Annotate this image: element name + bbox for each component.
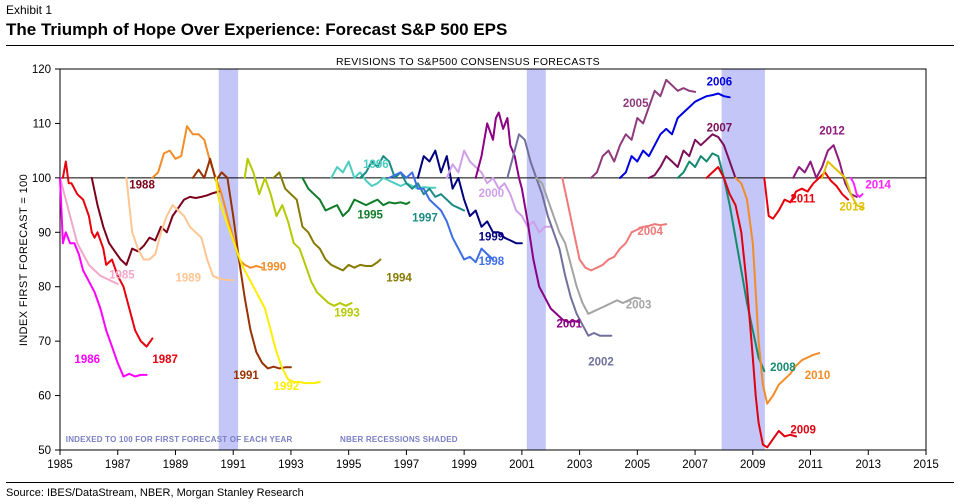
x-tick-label: 2009 [740,459,766,471]
series-label-2011: 2011 [790,193,816,205]
chart-subtitle: REVISIONS TO S&P500 CONSENSUS FORECASTS [336,56,600,68]
series-label-2007: 2007 [707,123,733,135]
series-label-2010: 2010 [805,370,831,382]
series-line-1990 [151,125,264,269]
series-line-2004 [561,176,668,272]
x-tick-label: 2011 [798,459,823,471]
series-label-1988: 1988 [129,180,155,192]
series-label-2003: 2003 [626,299,652,311]
series-line-2011 [763,171,850,220]
series-line-1999 [416,149,523,245]
series-line-1991 [191,157,292,370]
series-line-2012 [792,144,858,198]
x-tick-label: 2015 [913,459,939,471]
series-label-2000: 2000 [479,188,505,200]
x-tick-label: 2013 [855,459,881,471]
recession-band-1 [526,69,546,450]
series-label-2004: 2004 [637,226,663,238]
x-tick-label: 1989 [163,459,189,471]
chart-note-0: INDEXED TO 100 FOR FIRST FORECAST OF EAC… [66,435,293,444]
y-tick-label: 100 [32,173,51,185]
series-label-2005: 2005 [623,98,649,110]
x-tick-label: 1993 [278,459,304,471]
title-divider [6,45,954,46]
x-tick-label: 1987 [105,459,131,471]
y-tick-label: 120 [32,64,51,76]
series-line-2003 [535,176,642,315]
x-tick-label: 2001 [509,459,535,471]
y-tick-label: 110 [33,118,51,130]
series-label-1989: 1989 [175,272,201,284]
series-line-2007 [647,133,737,179]
x-tick-label: 1995 [336,459,362,471]
source-note: Source: IBES/DataStream, NBER, Morgan St… [6,487,304,499]
series-line-1988 [90,176,220,266]
y-tick-label: 70 [38,336,51,348]
series-label-2006: 2006 [707,76,733,88]
series-line-2002 [506,133,613,337]
series-label-2014: 2014 [865,180,891,192]
series-label-2002: 2002 [588,357,614,369]
series-label-1997: 1997 [412,212,438,224]
y-axis-label: INDEX FIRST FORECAST = 100 [18,174,30,346]
series-line-1998 [388,171,494,264]
series-line-2000 [445,149,552,234]
series-line-2010 [734,176,821,405]
series-line-1989 [125,176,235,282]
series-line-1985 [59,176,119,285]
series-line-2014 [849,176,864,198]
series-label-1996: 1996 [363,159,389,171]
series-label-1995: 1995 [357,210,383,222]
series-label-2013: 2013 [839,202,865,214]
series-label-1992: 1992 [274,381,300,393]
y-tick-label: 50 [38,445,51,457]
series-line-1993 [243,157,353,307]
series-line-2009 [705,166,798,449]
page-title: The Triumph of Hope Over Experience: For… [6,20,508,39]
series-line-1992 [214,176,321,385]
x-tick-label: 2003 [567,459,593,471]
x-tick-label: 2007 [682,459,708,471]
series-label-1998: 1998 [479,256,505,268]
x-tick-label: 1991 [220,459,246,471]
series-label-2012: 2012 [819,125,845,137]
series-line-2001 [474,111,581,324]
exhibit-label: Exhibit 1 [6,3,53,17]
series-line-1994 [272,171,382,272]
y-tick-label: 90 [38,227,51,239]
axes: 1985 1987 1989 1991 1993 1995 1997 1999 2001 2003… [32,64,939,471]
recession-band-0 [218,69,239,450]
series-line-2006 [619,92,731,179]
series-label-2001: 2001 [557,319,583,331]
series-label-1993: 1993 [334,308,360,320]
y-tick-label: 80 [38,282,51,294]
series-labels: 1985 1986 1987 1988 1989 1990 1991 1992 1993 1994… [74,76,891,436]
series-line-1995 [301,176,411,217]
series-label-2008: 2008 [770,362,796,374]
source-divider [6,482,954,483]
x-tick-label: 1999 [451,459,477,471]
chart-note-1: NBER RECESSIONS SHADED [340,435,458,444]
series-line-1986 [59,176,148,378]
series-line-2013 [821,160,864,209]
x-tick-label: 1997 [394,459,420,471]
series-line-1997 [359,155,466,212]
series-lines [59,78,864,449]
series-label-1999: 1999 [479,231,505,243]
series-label-2009: 2009 [790,425,816,437]
series-label-1990: 1990 [261,261,287,273]
series-line-1987 [61,160,154,348]
series-label-1987: 1987 [152,354,178,366]
series-label-1985: 1985 [109,270,135,282]
series-label-1986: 1986 [74,354,100,366]
series-line-2005 [590,78,697,179]
x-tick-label: 1985 [47,459,73,471]
series-label-1994: 1994 [386,272,412,284]
chart-notes: INDEXED TO 100 FOR FIRST FORECAST OF EAC… [66,435,458,444]
y-tick-label: 60 [38,391,51,403]
plot-frame [59,68,927,451]
x-tick-label: 2005 [625,459,651,471]
series-label-1991: 1991 [233,370,259,382]
